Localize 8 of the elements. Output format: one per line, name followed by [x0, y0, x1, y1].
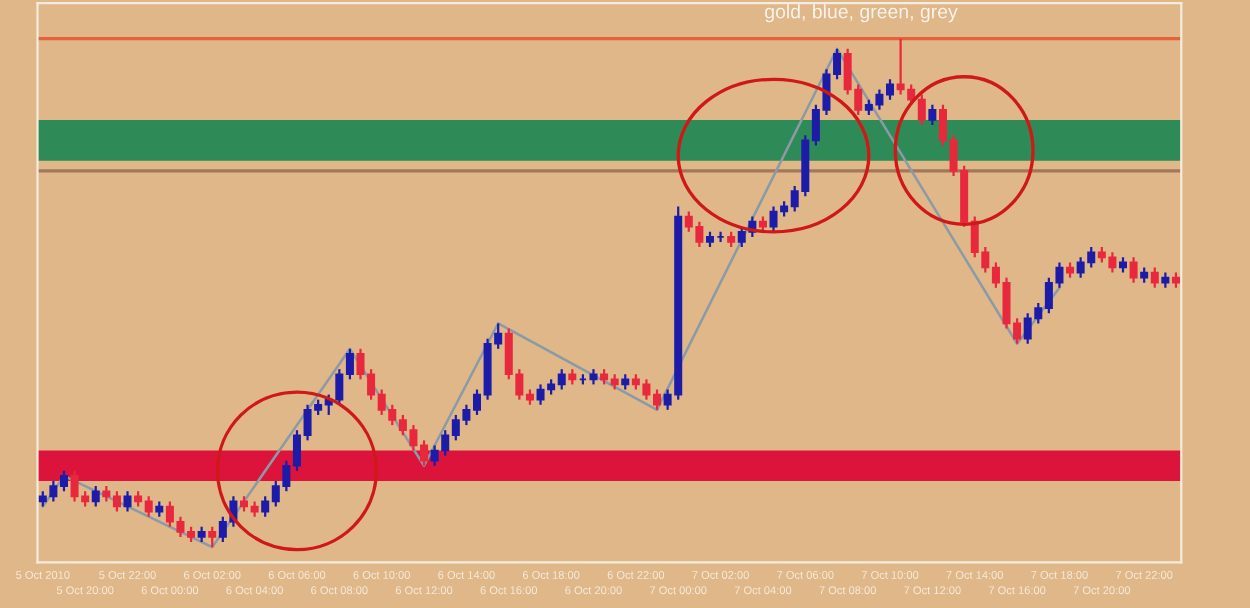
candlestick — [928, 103, 937, 127]
candlestick — [91, 485, 100, 508]
candlestick — [208, 525, 217, 549]
candlestick — [123, 490, 132, 513]
candlestick — [1150, 266, 1159, 289]
candlestick — [917, 93, 926, 127]
candlestick — [1129, 256, 1138, 284]
chart-title: gold, blue, green, grey — [765, 4, 958, 23]
